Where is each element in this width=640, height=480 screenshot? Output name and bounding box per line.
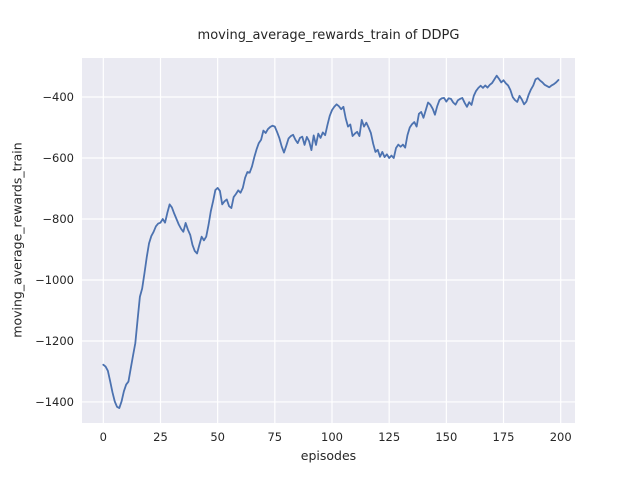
- y-tick-label: −1000: [35, 272, 74, 287]
- y-tick-label: −400: [42, 90, 74, 105]
- y-tick-label: −1400: [35, 394, 74, 409]
- x-tick-label: 175: [492, 430, 515, 444]
- x-tick-label: 50: [210, 430, 225, 444]
- line-layer: [102, 74, 560, 409]
- x-tick-label: 100: [321, 430, 343, 444]
- chart-title: moving_average_rewards_train of DDPG: [197, 28, 460, 43]
- grid-layer: [82, 58, 575, 423]
- x-tick-label: 25: [153, 430, 168, 444]
- plot-svg: [82, 58, 575, 423]
- x-tick-label: 150: [435, 430, 458, 444]
- x-axis-label: episodes: [300, 448, 357, 463]
- x-tick-label: 0: [99, 430, 107, 444]
- x-tick-label: 75: [267, 430, 283, 444]
- y-axis-label: moving_average_rewards_train: [9, 142, 25, 338]
- y-tick-label: −1200: [35, 333, 74, 348]
- x-tick-label: 125: [378, 430, 401, 444]
- plot-area: [82, 58, 575, 423]
- x-tick-label: 200: [549, 430, 572, 444]
- y-tick-label: −600: [42, 151, 74, 166]
- y-tick-label: −800: [42, 212, 74, 226]
- series-line-moving_average_rewards_train: [102, 74, 560, 409]
